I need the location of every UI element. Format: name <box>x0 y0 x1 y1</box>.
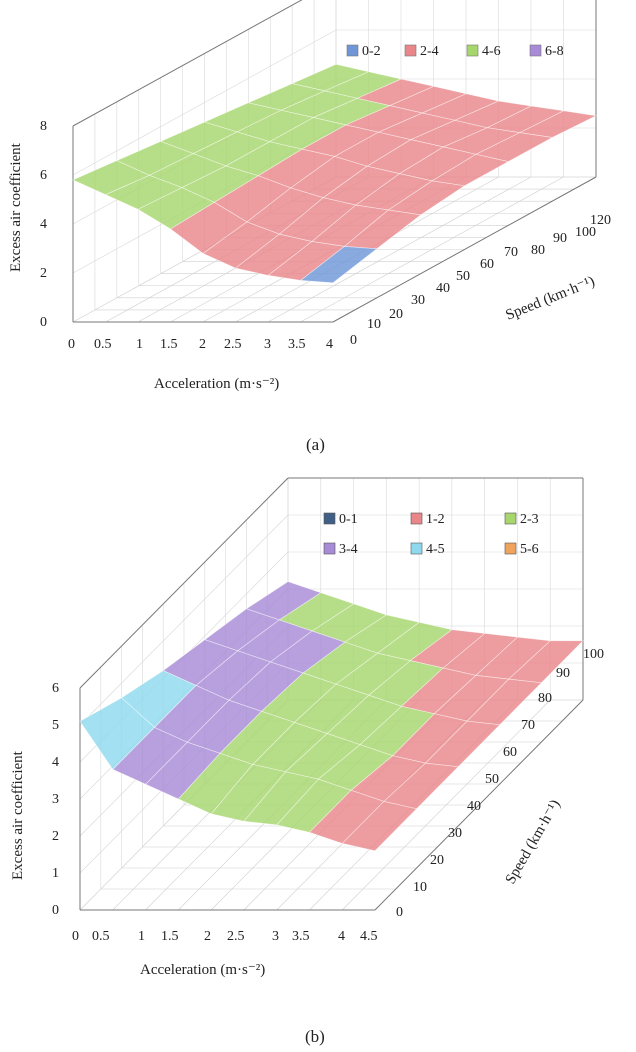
legend-swatch-2-4 <box>404 44 417 57</box>
chart-a-legend: 0-2 2-4 4-6 6-8 <box>346 44 564 59</box>
y-tick-label: 40 <box>436 281 450 296</box>
y-tick-label: 90 <box>553 231 567 246</box>
legend-swatch-6-8 <box>529 44 542 57</box>
y-tick-label: 20 <box>389 307 403 322</box>
legend-swatch-5-6 <box>504 542 517 555</box>
x-axis-label: Acceleration (m·s⁻²) <box>154 376 279 392</box>
y-tick-label: 70 <box>504 245 518 260</box>
z-tick-label: 0 <box>52 903 59 918</box>
y-axis-label: Speed (km·h⁻¹) <box>503 797 564 887</box>
gridline <box>72 0 303 127</box>
z-tick-label: 8 <box>40 119 47 134</box>
x-tick-label: 1.5 <box>160 337 178 352</box>
legend-label-5-6: 5-6 <box>520 542 539 557</box>
y-tick-label: 80 <box>531 243 545 258</box>
y-tick-label: 30 <box>411 293 425 308</box>
y-tick-label: 100 <box>575 225 596 240</box>
z-tick-label: 4 <box>52 755 59 770</box>
y-axis-label: Speed (km·h⁻¹) <box>504 273 598 323</box>
legend-label-4-6: 4-6 <box>482 44 501 59</box>
legend-label-6-8: 6-8 <box>545 44 564 59</box>
chart-b-legend: 0-1 1-2 2-3 3-4 4-5 5-6 <box>323 512 539 557</box>
caption-a: (a) <box>306 435 325 454</box>
x-tick-label: 1 <box>136 337 143 352</box>
y-tick-label: 10 <box>367 317 381 332</box>
x-tick-label: 3 <box>272 929 279 944</box>
legend-swatch-0-2 <box>346 44 359 57</box>
legend-swatch-2-3 <box>504 512 517 525</box>
y-tick-label: 100 <box>583 647 604 662</box>
x-tick-label: 0 <box>68 337 75 352</box>
y-tick-label: 10 <box>413 880 427 895</box>
x-tick-label: 4 <box>326 337 333 352</box>
y-tick-label: 40 <box>467 799 481 814</box>
x-tick-label: 1.5 <box>161 929 179 944</box>
legend-label-1-2: 1-2 <box>426 512 445 527</box>
surface-patch <box>79 697 155 770</box>
z-tick-label: 0 <box>40 315 47 330</box>
z-tick-label: 6 <box>40 168 47 183</box>
y-tick-label: 50 <box>485 772 499 787</box>
x-tick-label: 2.5 <box>224 337 242 352</box>
y-tick-label: 60 <box>480 257 494 272</box>
chart-a-surface <box>72 63 598 284</box>
y-tick-label: 0 <box>350 333 357 348</box>
legend-swatch-3-4 <box>323 542 336 555</box>
legend-label-0-2: 0-2 <box>362 44 381 59</box>
legend-swatch-0-1 <box>323 512 336 525</box>
y-tick-label: 90 <box>556 666 570 681</box>
z-axis-label: Excess air coefficient <box>10 750 26 880</box>
surface-patch <box>72 160 151 195</box>
x-tick-label: 3.5 <box>288 337 306 352</box>
y-tick-label: 0 <box>396 905 403 920</box>
y-tick-label: 80 <box>538 691 552 706</box>
y-tick-label: 30 <box>448 826 462 841</box>
x-axis-label: Acceleration (m·s⁻²) <box>140 962 265 978</box>
legend-swatch-1-2 <box>410 512 423 525</box>
x-tick-label: 0.5 <box>94 337 112 352</box>
x-tick-label: 0 <box>72 929 79 944</box>
legend-label-3-4: 3-4 <box>339 542 358 557</box>
z-tick-label: 2 <box>40 266 47 281</box>
y-tick-label: 120 <box>590 213 611 228</box>
x-tick-label: 3 <box>264 337 271 352</box>
legend-label-4-5: 4-5 <box>426 542 445 557</box>
legend-label-0-1: 0-1 <box>339 512 358 527</box>
chart-b: 0-1 1-2 2-3 3-4 4-5 5-6 6 5 4 3 2 1 0 0 … <box>10 477 604 1046</box>
z-tick-label: 2 <box>52 829 59 844</box>
z-tick-label: 3 <box>52 792 59 807</box>
legend-swatch-4-5 <box>410 542 423 555</box>
y-tick-label: 70 <box>521 718 535 733</box>
z-axis-label: Excess air coefficient <box>8 142 24 272</box>
x-tick-label: 4 <box>338 929 345 944</box>
z-tick-label: 1 <box>52 866 59 881</box>
chart-a: 0-2 2-4 4-6 6-8 8 6 4 2 0 0 0.5 1 1.5 2 … <box>8 0 611 454</box>
gridline <box>374 699 584 911</box>
legend-label-2-4: 2-4 <box>420 44 439 59</box>
legend-swatch-4-6 <box>466 44 479 57</box>
x-tick-label: 1 <box>138 929 145 944</box>
chart-b-surface <box>79 581 584 852</box>
z-tick-label: 5 <box>52 718 59 733</box>
z-tick-label: 6 <box>52 681 59 696</box>
x-tick-label: 2 <box>199 337 206 352</box>
x-tick-label: 0.5 <box>92 929 110 944</box>
legend-label-2-3: 2-3 <box>520 512 539 527</box>
x-tick-label: 2.5 <box>227 929 245 944</box>
x-tick-label: 3.5 <box>292 929 310 944</box>
x-tick-label: 2 <box>204 929 211 944</box>
z-tick-label: 4 <box>40 217 47 232</box>
x-tick-label: 4.5 <box>360 929 378 944</box>
y-tick-label: 20 <box>430 853 444 868</box>
gridline <box>332 176 597 323</box>
y-tick-label: 60 <box>503 745 517 760</box>
caption-b: (b) <box>305 1027 325 1046</box>
gridline <box>79 477 289 689</box>
y-tick-label: 50 <box>456 269 470 284</box>
